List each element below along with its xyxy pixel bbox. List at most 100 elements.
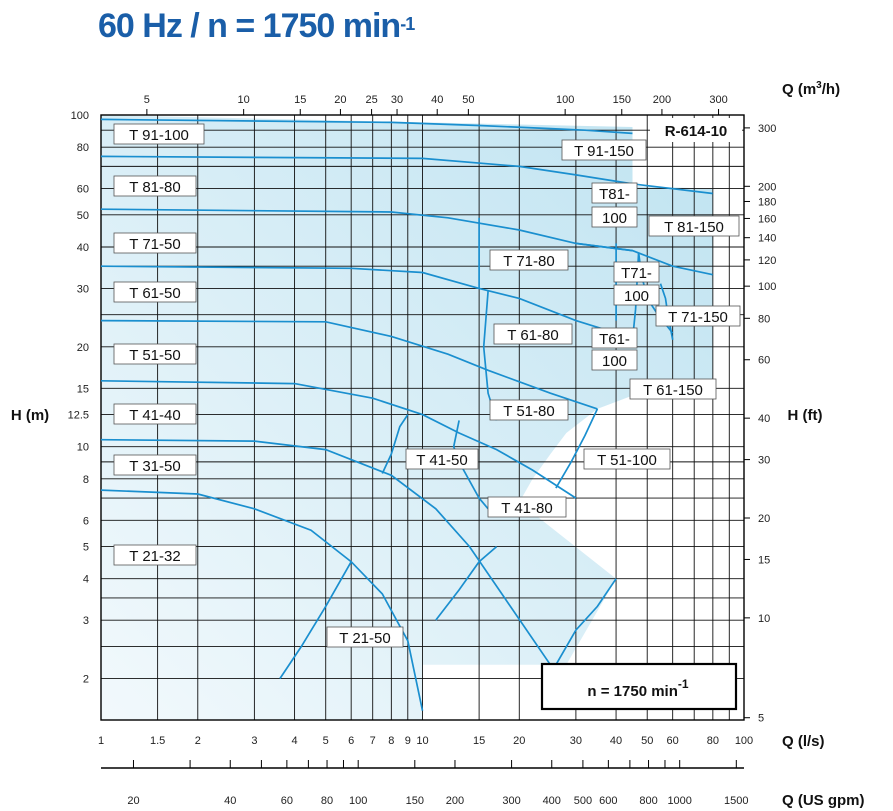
curve-label: T 41-40: [129, 407, 180, 424]
curve-label: T81-: [599, 186, 630, 203]
curve-label: T 61-80: [507, 327, 558, 344]
x-tick-label: 4: [291, 735, 297, 747]
right-tick-label: 300: [758, 123, 776, 135]
curve-T21-50: [279, 561, 352, 680]
right-tick-label: 180: [758, 196, 776, 208]
x-tick-label: 80: [707, 735, 719, 747]
curve-label: T 91-150: [574, 143, 634, 160]
y-tick-label: 4: [83, 574, 89, 586]
curve-label-box: [583, 448, 671, 470]
gpm-tick-label: 80: [321, 795, 333, 807]
curve-label: T 31-50: [129, 458, 180, 475]
right-tick-label: 10: [758, 613, 770, 625]
curve-T51-50: [100, 379, 577, 499]
curve-label-box: [655, 305, 741, 327]
curve-label-box: [629, 378, 717, 400]
curve-label: 100: [602, 353, 627, 370]
gpm-tick-label: 1500: [724, 795, 748, 807]
curve-T91-100: [100, 118, 633, 135]
curve-label-box: [493, 323, 573, 345]
chart-title-text: 60 Hz / n = 1750 min: [98, 7, 401, 45]
y-tick-label: 3: [83, 615, 89, 627]
top-tick-label: 40: [431, 94, 443, 106]
x-tick-label: 20: [513, 735, 525, 747]
x-tick-label: 30: [570, 735, 582, 747]
curve-label-box: [113, 175, 197, 197]
curve-T41-40: [100, 438, 552, 666]
right-tick-label: 60: [758, 355, 770, 367]
x-tick-label: 7: [370, 735, 376, 747]
x-tick-label: 6: [348, 735, 354, 747]
gpm-tick-label: 1000: [667, 795, 691, 807]
right-tick-label: 15: [758, 554, 770, 566]
x-tick-label: 50: [641, 735, 653, 747]
curve-label: T 71-150: [668, 309, 728, 326]
right-tick-label: 120: [758, 255, 776, 267]
bottom-axis-title: Q (l/s): [782, 733, 825, 750]
curve-label: T 81-150: [664, 219, 724, 236]
speed-box: [540, 662, 738, 711]
curve-label-box: [591, 327, 638, 349]
right-axis-title: H (ft): [788, 407, 823, 424]
y-tick-label: 80: [77, 142, 89, 154]
right-tick-label: 160: [758, 213, 776, 225]
chart-title: 60 Hz / n = 1750 min-1: [98, 6, 415, 46]
curve-T51-100: [555, 408, 599, 489]
curve-label: T 41-80: [501, 500, 552, 517]
gpm-tick-label: 40: [224, 795, 236, 807]
x-tick-label: 2: [195, 735, 201, 747]
left-axis-title: H (m): [11, 407, 49, 424]
curve-T61-50: [100, 319, 598, 410]
right-tick-label: 100: [758, 281, 776, 293]
x-tick-label: 15: [473, 735, 485, 747]
gpm-tick-label: 500: [574, 795, 592, 807]
curve-label: T 61-150: [643, 382, 703, 399]
right-tick-label: 80: [758, 313, 770, 325]
curve-label-box: [113, 544, 197, 566]
top-tick-label: 25: [365, 94, 377, 106]
plot-frame: [100, 114, 745, 721]
y-tick-label: 50: [77, 210, 89, 222]
right-tick-label: 200: [758, 181, 776, 193]
curve-label: T 51-50: [129, 347, 180, 364]
gpm-tick-label: 800: [639, 795, 657, 807]
right-tick-label: 40: [758, 413, 770, 425]
top-axis-title-superscript: 3: [816, 80, 822, 91]
top-tick-label: 15: [294, 94, 306, 106]
y-tick-label: 5: [83, 542, 89, 554]
right-tick-label: 20: [758, 513, 770, 525]
x-tick-label: 3: [251, 735, 257, 747]
right-tick-label: 5: [758, 713, 764, 725]
top-tick-label: 50: [462, 94, 474, 106]
gpm-tick-label: 400: [543, 795, 561, 807]
curve-label-box: [113, 123, 205, 145]
gpm-tick-label: 300: [502, 795, 520, 807]
performance-curves: [100, 118, 713, 711]
x-tick-label: 60: [667, 735, 679, 747]
axis-titles: Q (m3/h) H (m) H (ft) Q (l/s) Q (US gpm): [11, 80, 865, 809]
curve-T91-150: [100, 155, 713, 195]
top-tick-label: 30: [391, 94, 403, 106]
curve-T41-80: [435, 545, 498, 621]
gpm-tick-label: 100: [349, 795, 367, 807]
gpm-tick-label: 200: [446, 795, 464, 807]
curve-label: T 91-100: [129, 127, 189, 144]
curve-label-box: [113, 281, 197, 303]
x-tick-label: 10: [416, 735, 428, 747]
curve-label-box: [648, 215, 740, 237]
x-tick-label: 1.5: [150, 735, 165, 747]
curve-label: 100: [602, 210, 627, 227]
gpm-tick-label: 150: [406, 795, 424, 807]
curve-label-box: [113, 232, 197, 254]
gpm-tick-label: 20: [127, 795, 139, 807]
top-tick-label: 100: [556, 94, 574, 106]
curve-label: T 41-50: [416, 452, 467, 469]
y-tick-label: 6: [83, 515, 89, 527]
top-axis-title-tail: /h): [822, 81, 840, 98]
curve-label-box: [591, 182, 638, 204]
x-tick-label: 9: [405, 735, 411, 747]
speed-label-superscript: -1: [678, 677, 689, 691]
curve-label: T 61-50: [129, 285, 180, 302]
y-tick-label: 8: [83, 474, 89, 486]
